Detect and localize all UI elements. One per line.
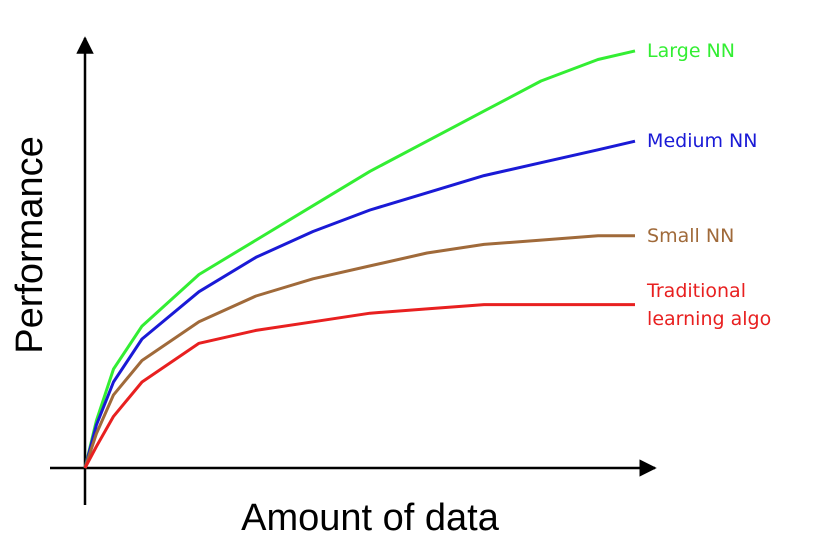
y-axis-title: Performance [9, 136, 51, 354]
line [83, 303, 635, 469]
line [83, 49, 636, 469]
line [83, 234, 635, 469]
series-label: Traditional learning algo [647, 279, 772, 330]
x-axis-title: Amount of data [241, 497, 500, 539]
line [83, 139, 636, 469]
series-label: Medium NN [647, 130, 758, 153]
series-label: Large NN [647, 39, 735, 62]
series-label: Small NN [647, 224, 735, 247]
